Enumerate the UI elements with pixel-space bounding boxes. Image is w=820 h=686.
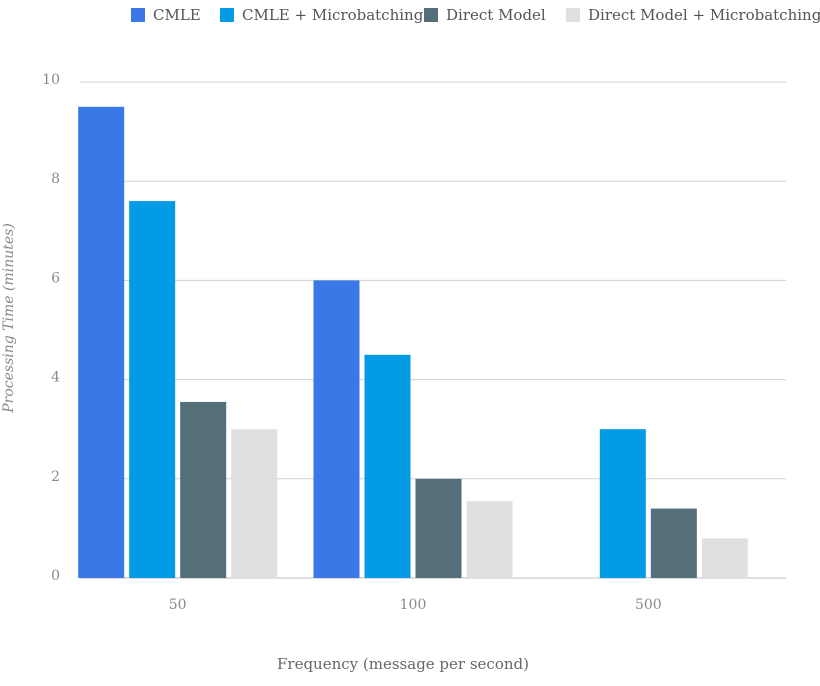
y-axis-ticks: 0 2 4 6 8 10: [42, 72, 60, 584]
legend-swatch: [424, 8, 438, 22]
x-axis-title: Frequency (message per second): [277, 655, 529, 673]
y-tick-label: 2: [51, 469, 60, 485]
legend-item: CMLE + Microbatching: [220, 6, 423, 24]
legend-item: Direct Model: [424, 6, 546, 24]
legend-swatch: [131, 8, 145, 22]
bar-cmle-microbatching-50: [129, 201, 176, 579]
y-tick-label: 10: [42, 72, 60, 88]
legend-label: CMLE + Microbatching: [242, 6, 424, 24]
y-tick-label: 6: [51, 270, 60, 286]
bar-cmle-50: [78, 106, 125, 579]
bars: [78, 106, 748, 579]
y-axis-title: Processing Time (minutes): [1, 223, 17, 414]
bar-cmle-100: [313, 280, 360, 578]
x-axis-ticks: 50 100 500: [169, 597, 662, 613]
bar-direct-model-500: [650, 508, 697, 578]
legend: CMLE CMLE + Microbatching Direct Model Dire…: [0, 6, 820, 28]
bar-direct-model-50: [180, 401, 227, 578]
legend-label: Direct Model + Microbatching: [588, 6, 820, 24]
bar-direct-model-100: [415, 478, 462, 578]
bar-cmle-microbatching-100: [364, 354, 411, 578]
x-tick-label: 50: [169, 597, 187, 613]
bar-direct-model-microbatching-500: [701, 538, 748, 578]
bar-cmle-microbatching-500: [599, 429, 646, 578]
legend-swatch: [566, 8, 580, 22]
legend-label: CMLE: [153, 6, 201, 24]
legend-item: Direct Model + Microbatching: [566, 6, 820, 24]
legend-label: Direct Model: [446, 6, 546, 24]
bar-direct-model-microbatching-100: [466, 501, 513, 578]
y-tick-label: 0: [51, 568, 60, 584]
x-tick-label: 100: [400, 597, 427, 613]
bar-direct-model-microbatching-50: [231, 429, 278, 578]
legend-item: CMLE: [131, 6, 201, 24]
legend-swatch: [220, 8, 234, 22]
x-tick-label: 500: [635, 597, 662, 613]
y-tick-label: 4: [51, 370, 60, 386]
y-tick-label: 8: [51, 171, 60, 187]
